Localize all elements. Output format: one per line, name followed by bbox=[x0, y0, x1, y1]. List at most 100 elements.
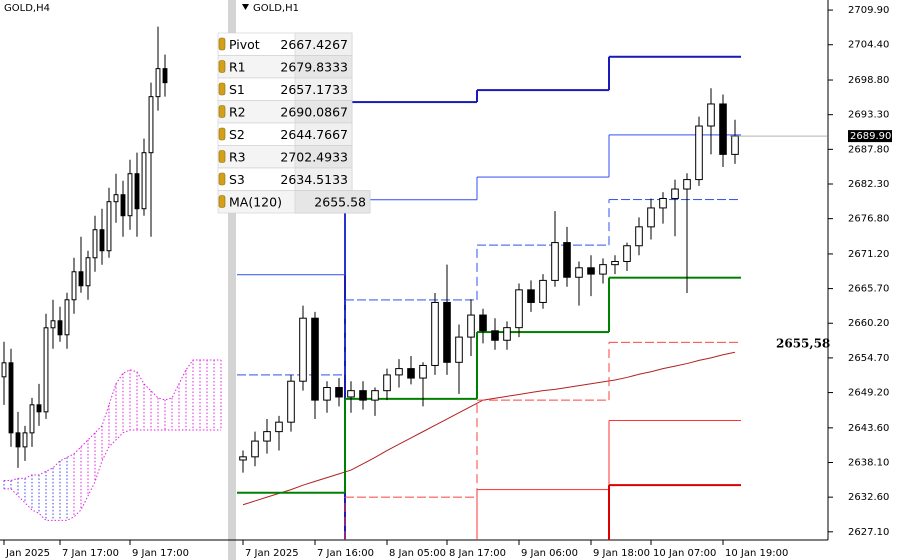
y-tick-label: 2638.10 bbox=[848, 457, 889, 468]
x-tick-label: Jan 2025 bbox=[5, 548, 50, 559]
candle-body bbox=[71, 271, 77, 301]
row-name: MA(120) bbox=[229, 194, 282, 209]
candle-body bbox=[695, 125, 703, 181]
row-name: R2 bbox=[229, 104, 246, 119]
x-tick-label: 9 Jan 06:00 bbox=[521, 548, 578, 559]
candle-body bbox=[134, 173, 140, 210]
candle-body bbox=[275, 421, 283, 433]
candle-body bbox=[671, 188, 679, 199]
row-icon bbox=[218, 37, 226, 51]
candle-body bbox=[383, 374, 391, 392]
candle-body bbox=[575, 267, 583, 278]
candle-body bbox=[635, 226, 643, 247]
candle-body bbox=[551, 242, 559, 281]
row-value: 2655.58 bbox=[314, 194, 366, 209]
candle-body bbox=[15, 432, 21, 448]
candle-body bbox=[323, 387, 331, 401]
candle-body bbox=[127, 173, 133, 217]
candle-body bbox=[395, 368, 403, 376]
candle-body bbox=[599, 264, 607, 275]
candle-body bbox=[287, 380, 295, 423]
candle-body bbox=[50, 320, 56, 329]
x-tick-label: 10 Jan 07:00 bbox=[653, 548, 716, 559]
y-tick-label: 2693.30 bbox=[848, 110, 889, 121]
y-tick-label: 2704.40 bbox=[848, 40, 889, 51]
row-name: R3 bbox=[229, 149, 246, 164]
row-name: S2 bbox=[229, 127, 245, 142]
row-name: S3 bbox=[229, 172, 245, 187]
row-value: 2634.5133 bbox=[280, 172, 348, 187]
row-value: 2657.1733 bbox=[280, 82, 348, 97]
x-tick-label: 9 Jan 17:00 bbox=[132, 548, 189, 559]
candle-body bbox=[503, 327, 511, 341]
candle-body bbox=[113, 194, 119, 203]
value-cell bbox=[294, 190, 371, 214]
candle-body bbox=[239, 456, 247, 461]
candle-body bbox=[623, 245, 631, 262]
y-tick-label: 2676.80 bbox=[848, 214, 889, 225]
y-tick-label: 2687.80 bbox=[848, 144, 889, 155]
candle-body bbox=[22, 432, 28, 448]
candle-body bbox=[683, 179, 691, 190]
candle-body bbox=[57, 320, 63, 336]
row-value: 2667.4267 bbox=[280, 37, 348, 52]
candle-body bbox=[78, 271, 84, 287]
candle-body bbox=[515, 289, 523, 329]
y-tick-label: 2665.70 bbox=[848, 284, 889, 295]
candle-body bbox=[479, 314, 487, 332]
candle-body bbox=[141, 152, 147, 210]
y-tick-label: 2698.80 bbox=[848, 75, 889, 86]
cloud-edge bbox=[4, 429, 221, 521]
y-tick-label: 2654.70 bbox=[848, 353, 889, 364]
row-icon bbox=[218, 82, 226, 96]
y-tick-label: 2682.30 bbox=[848, 179, 889, 190]
candle-body bbox=[85, 257, 91, 287]
candle-body bbox=[92, 229, 98, 259]
y-tick-label: 2627.10 bbox=[848, 527, 889, 538]
candle-body bbox=[527, 289, 535, 303]
candle-body bbox=[106, 201, 112, 252]
candle-body bbox=[1, 362, 7, 378]
candle-body bbox=[120, 194, 126, 217]
candle-body bbox=[36, 404, 42, 413]
candle-body bbox=[587, 267, 595, 275]
candle-body bbox=[659, 197, 667, 209]
candle-body bbox=[707, 103, 715, 127]
candle-body bbox=[148, 96, 154, 154]
candle-body bbox=[563, 242, 571, 278]
candle-body bbox=[443, 301, 451, 363]
candle-body bbox=[539, 279, 547, 303]
row-icon bbox=[218, 60, 226, 73]
candle-body bbox=[731, 135, 739, 155]
pivot-table: Pivot 2667.4267 R1 2679.8333 S1 2657.1733 R2 26… bbox=[217, 32, 371, 214]
candle-body bbox=[263, 431, 271, 442]
row-name: Pivot bbox=[229, 37, 260, 52]
plot-content bbox=[1, 26, 222, 521]
y-tick-label: 2671.20 bbox=[848, 249, 889, 260]
candle-body bbox=[43, 327, 49, 413]
candle-body bbox=[347, 390, 355, 398]
moving-average bbox=[242, 351, 736, 506]
candle-body bbox=[155, 68, 161, 98]
row-value: 2702.4933 bbox=[280, 149, 348, 164]
separator bbox=[228, 0, 236, 560]
x-tick-label: 9 Jan 18:00 bbox=[593, 548, 650, 559]
plot-area: Jan 2025 7 Jan 17:00 9 Jan 17:00 bbox=[1, 26, 222, 559]
row-value: 2679.8333 bbox=[280, 59, 348, 74]
y-tick-label: 2709.90 bbox=[848, 5, 889, 16]
y-tick-label: 2643.60 bbox=[848, 423, 889, 434]
row-icon bbox=[218, 195, 226, 208]
ma-annotation: 2655,58 bbox=[776, 337, 830, 351]
row-value: 2644.7667 bbox=[280, 127, 348, 142]
candle-body bbox=[299, 317, 307, 382]
candle-body bbox=[455, 336, 463, 363]
candle-body bbox=[431, 301, 439, 366]
row-name: R1 bbox=[229, 59, 246, 74]
row-icon bbox=[218, 127, 226, 141]
candle-body bbox=[251, 440, 259, 458]
y-tick-label: 2632.60 bbox=[848, 492, 889, 503]
chart-title: GOLD,H1 bbox=[253, 3, 299, 14]
candle-body bbox=[419, 364, 427, 379]
